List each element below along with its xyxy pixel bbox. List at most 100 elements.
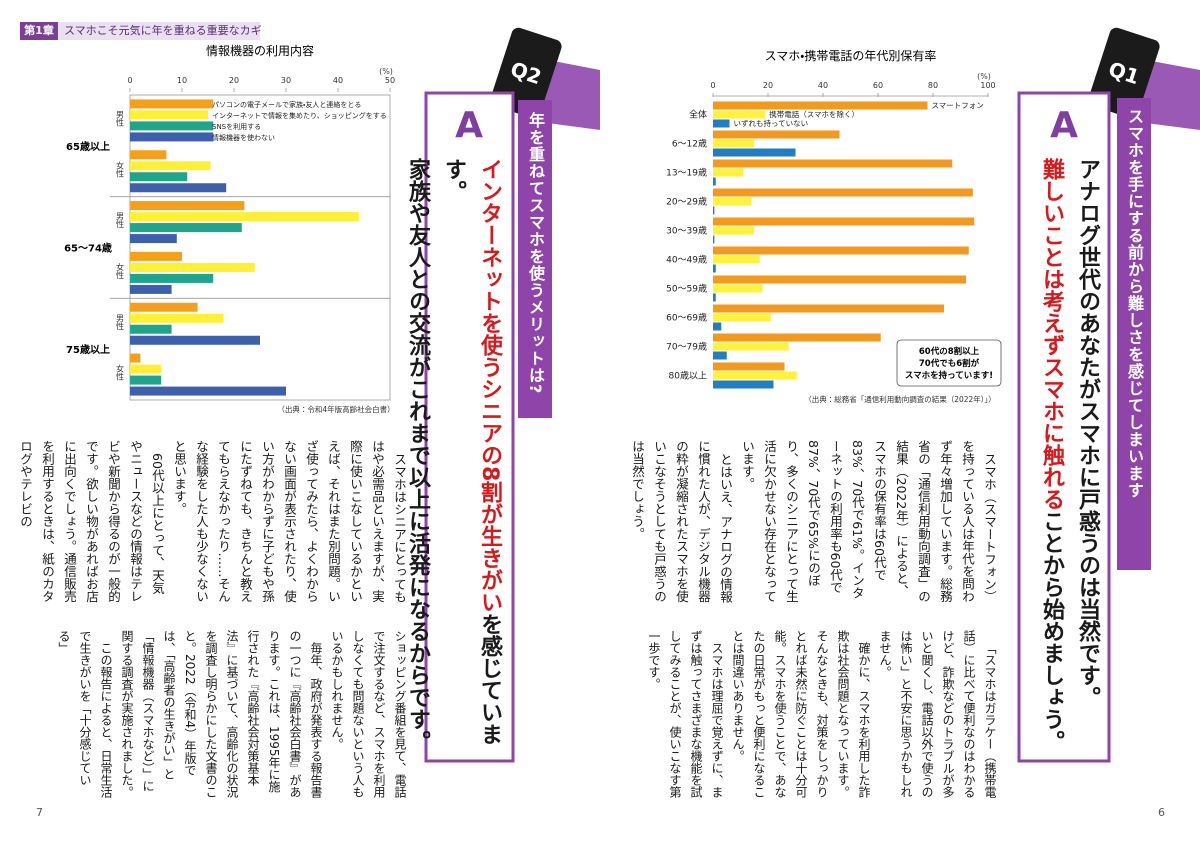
bar [713,206,715,215]
bar [130,99,214,109]
bar [130,161,211,171]
bar [713,139,755,148]
annotation: 60代の8割以上 [919,346,980,357]
category-label: 50～59歳 [666,283,707,295]
bar [713,130,840,139]
paragraph: とはいえ、アナログの情報に慣れた人が、デジタル機器の粋が凝縮されたスマホを使いこ… [630,440,733,603]
category-label: 男性 [116,212,125,228]
question-bar [1117,98,1151,570]
bar [130,110,208,120]
bar [130,273,214,283]
bar [130,234,177,244]
bar [713,255,760,264]
page-number: 7 [36,806,43,819]
bar [713,380,774,389]
source: （出典：令和4年版高齢社会白書） [277,404,394,414]
bar [130,183,227,193]
bar [130,386,286,396]
category-label: 40～49歳 [666,254,707,266]
answer-segment: 難しいことは考えずスマホに触れる [1039,158,1064,510]
x-tick-label: 30 [281,76,291,85]
question: 年を重ねてスマホを使うメリットは? [526,112,545,395]
chart-title: スマホ・携帯電話の年代別保有率 [765,48,937,63]
x-tick-label: 100 [980,81,995,90]
paragraph: 「スマホはガラケー（携帯電話）に比べて便利なのはわかるけど、詐欺などのトラブルが… [878,630,997,798]
x-tick-label: 0 [710,81,715,90]
legend-entry: いずれも持っていない [734,118,809,128]
chapter-title: スマホこそ元気に年を重ねる重要なカギ [64,24,262,37]
bar [130,172,188,182]
x-tick-label: 60 [873,81,883,90]
category-label: 女性 [116,364,125,381]
bar [130,251,182,261]
bar [130,284,172,294]
bar [713,110,766,119]
bar [130,313,224,323]
bar [130,324,172,334]
chapter: 第1章 [24,24,54,37]
category-label: 男性 [116,110,125,126]
chart-title: 情報機器の利用内容 [206,44,314,58]
annotation: スマホを持っています! [905,370,993,381]
question-bar [518,100,552,418]
category-label: 30～39歳 [666,225,707,237]
answer-line: 難しいことは考えずスマホに触れることから始めましょう。 [1033,158,1069,768]
question: スマホを手にする前から難しさを感じてしまいます [1125,108,1144,499]
bar [130,262,255,272]
bar [130,364,162,374]
x-tick-label: 40 [333,76,343,85]
bar [713,177,716,186]
bar [713,235,715,244]
answer-segment: 家族や友人との交流がこれまで以上に活発になるからです。 [405,158,430,752]
bar [713,333,881,342]
annotation: 70代でも6割が [919,358,980,369]
answer-segment: ことから始めましょう。 [1039,510,1064,752]
bar [130,223,242,233]
x-tick-label: 20 [229,76,239,85]
legend-entry: インターネットで情報を集めたり、ショッピングをする [212,111,387,120]
bar [713,304,944,313]
bar [713,342,789,351]
bar [713,197,752,206]
bar [713,246,969,255]
x-tick-label: 50 [385,76,395,85]
paragraph: スマホはシニアにとってもはや必需品といえますが、実際に使いこなしているかといえば… [172,440,407,603]
paragraph: スマホは理屈で覚えずに、まずは触ってさまざまな機能を試してみることが、使いこなす… [647,630,724,798]
group-label: 65～74歳 [64,242,112,255]
bar [130,375,162,385]
bar [130,302,198,312]
x-tick-label: 0 [127,76,132,85]
group-label: 65歳以上 [66,140,110,153]
bar [713,351,727,360]
category-label: 女性 [116,160,125,177]
category-label: 女性 [116,262,125,279]
answer: アナログ世代のあなたがスマホに戸惑うのは当然です。 難しいことは考えずスマホに触れ… [1033,158,1105,768]
legend-entry: スマートフォン [932,101,984,110]
bar [713,362,785,371]
legend-entry: 情報機器を使わない [212,133,275,142]
bar [130,212,359,222]
x-tick-label: 80 [928,81,938,90]
bar [713,284,763,293]
plot-frame [129,94,391,401]
paragraph: ショッピング番組を見て、電話で注文するなど、スマホを利用しなくても問題ないという… [330,630,407,798]
bar [713,159,953,168]
paragraph: この報告によると、日常生活で生きがいを「十分感じている」 [57,630,113,798]
answer-line: 家族や友人との交流がこれまで以上に活発になるからです。 [399,158,435,768]
bar [713,313,771,322]
category-label: 全体 [689,109,707,121]
unit-label: (%) [977,72,991,81]
category-label: 80歳以上 [669,370,707,382]
category-label: 20～29歳 [666,196,707,208]
body-text: 「スマホはガラケー（携帯電話）に比べて便利なのはわかるけど、詐欺などのトラブルが… [643,630,1000,800]
category-label: 6～12歳 [672,138,707,150]
bar [713,168,744,177]
annotation-box [896,339,1002,387]
category-label: 60～69歳 [666,312,707,324]
answer-segment: アナログ世代のあなたがスマホに戸惑うのは当然です。 [1075,158,1100,708]
unit-label: (%) [379,67,393,76]
bar [713,188,973,197]
